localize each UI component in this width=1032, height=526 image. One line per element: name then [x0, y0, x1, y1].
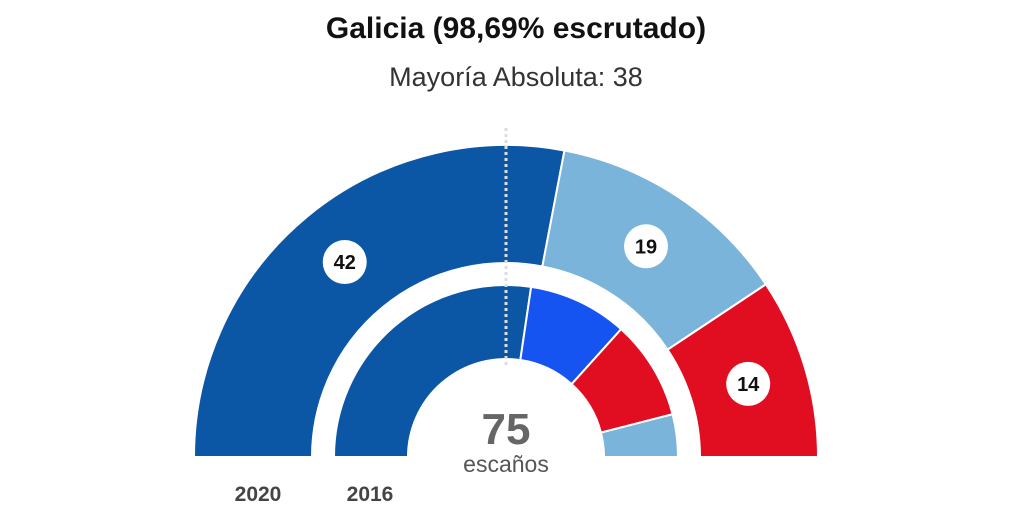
chart-title: Galicia (98,69% escrutado): [325, 12, 707, 45]
labels-layer: 42 19 14: [322, 224, 771, 406]
seat-label-2020-2: 19: [624, 224, 669, 269]
seat-label-badge: [322, 240, 367, 285]
seat-label-value: 42: [334, 252, 356, 274]
seat-label-value: 14: [737, 374, 760, 396]
seat-segment-2016-1: [332, 284, 533, 458]
seat-segment-2020-1: [192, 144, 566, 458]
seat-label-2020-1: 42: [322, 240, 367, 285]
seat-label-badge: [624, 224, 669, 269]
seat-label-value: 19: [635, 236, 657, 258]
ring-label-2020: 2020: [235, 483, 282, 506]
ring-label-2016: 2016: [347, 483, 394, 506]
seat-label-2020-3: 14: [726, 361, 771, 406]
total-seats: 75: [482, 405, 531, 454]
seat-segment-2016-4: [599, 413, 680, 458]
chart-subtitle: Mayoría Absoluta: 38: [389, 62, 643, 92]
seat-label-badge: [726, 361, 771, 406]
total-seats-label: escaños: [463, 451, 549, 477]
